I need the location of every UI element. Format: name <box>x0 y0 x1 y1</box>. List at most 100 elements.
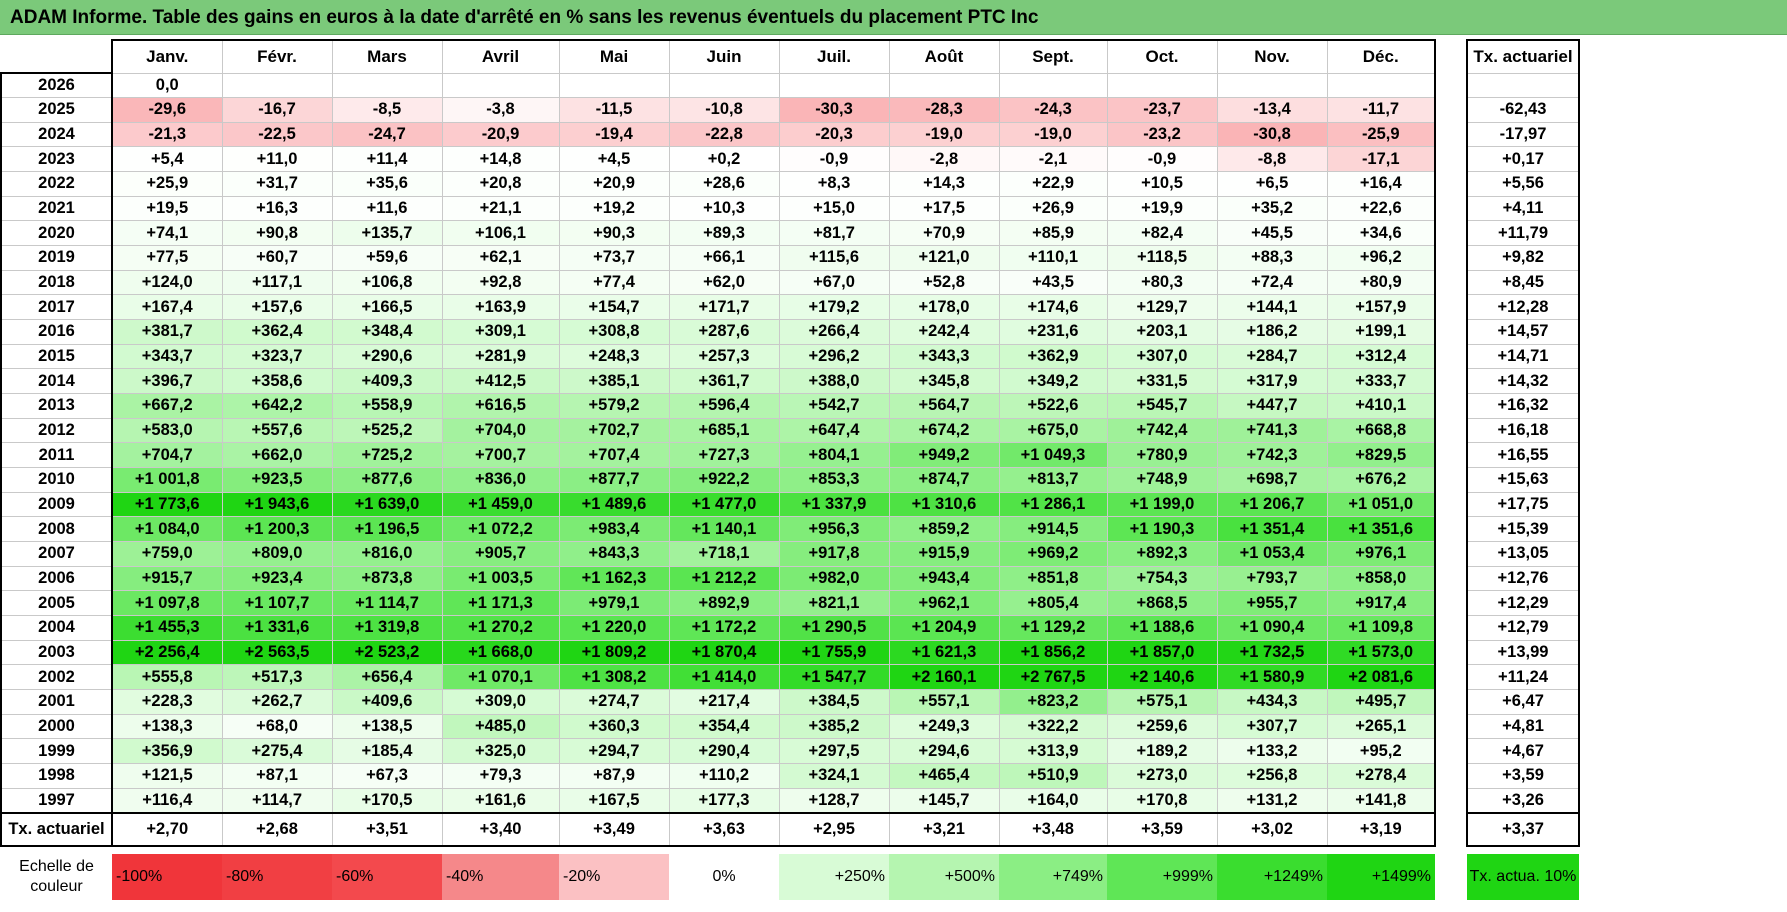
gain-cell: +164,0 <box>998 787 1108 814</box>
legend-label: Echelle de couleur <box>19 857 94 895</box>
column-gap <box>1435 171 1467 197</box>
gain-cell: +1 072,2 <box>441 516 560 542</box>
gain-cell: +858,0 <box>1326 565 1436 592</box>
gain-cell: +545,7 <box>1106 393 1218 419</box>
gain-cell: +85,9 <box>998 220 1108 247</box>
gain-cell: +14,8 <box>441 146 560 173</box>
gain-cell: +1 212,2 <box>668 565 780 592</box>
table-row: 2002 +555,8 +517,3 +656,4 +1 070,1 +1 308,2 +1… <box>0 664 1580 690</box>
gain-cell: +265,1 <box>1326 713 1436 740</box>
legend-swatch: -80% <box>222 853 332 900</box>
gain-cell: +1 053,4 <box>1216 540 1328 567</box>
legend-swatch: +250% <box>779 853 889 900</box>
gain-cell: +1 051,0 <box>1326 491 1436 518</box>
gain-cell: +307,0 <box>1106 343 1218 370</box>
gain-cell: +851,8 <box>998 565 1108 592</box>
column-gap <box>1435 788 1467 813</box>
gain-cell <box>1106 72 1218 99</box>
gain-cell: +278,4 <box>1326 762 1436 789</box>
gain-cell: +343,3 <box>888 343 1000 370</box>
legend-swatch: -20% <box>559 853 669 900</box>
gain-cell: -22,8 <box>668 121 780 148</box>
actuarial-cell: +15,63 <box>1466 467 1580 493</box>
gain-cell <box>888 72 1000 99</box>
gain-cell: +976,1 <box>1326 540 1436 567</box>
legend-swatch: 0% <box>669 853 779 900</box>
gain-cell: +955,7 <box>1216 590 1328 616</box>
summary-cell: +3,48 <box>998 812 1108 847</box>
table-row: 2026 0,0 <box>0 72 1580 99</box>
gain-cell: +35,2 <box>1216 195 1328 222</box>
gain-cell: +923,5 <box>221 467 333 493</box>
gain-cell: +217,4 <box>668 688 780 715</box>
table-row: 2019 +77,5 +60,7 +59,6 +62,1 +73,7 +66,1 +115,6… <box>0 245 1580 271</box>
gain-cell: +1 310,6 <box>888 491 1000 518</box>
table-row: 2010 +1 001,8 +923,5 +877,6 +836,0 +877,7 +922… <box>0 467 1580 493</box>
gain-cell: +141,8 <box>1326 787 1436 814</box>
gain-cell: +79,3 <box>441 762 560 789</box>
gain-cell: +68,0 <box>221 713 333 740</box>
actuarial-cell: +13,05 <box>1466 540 1580 567</box>
gain-cell: +77,5 <box>111 245 223 271</box>
gain-cell: +662,0 <box>221 442 333 468</box>
gain-cell: +106,1 <box>441 220 560 247</box>
gain-cell: +647,4 <box>778 417 890 444</box>
gain-cell: +1 199,0 <box>1106 491 1218 518</box>
gain-cell: +956,3 <box>778 516 890 542</box>
gain-cell: +1 668,0 <box>441 639 560 666</box>
gain-cell: +6,5 <box>1216 171 1328 197</box>
year-cell: 2014 <box>0 368 113 395</box>
gain-cell: +1 870,4 <box>668 639 780 666</box>
actuarial-cell: -17,97 <box>1466 121 1580 148</box>
gain-cell: +616,5 <box>441 393 560 419</box>
actuarial-cell: +16,32 <box>1466 393 1580 419</box>
table-row: 1997 +116,4 +114,7 +170,5 +161,6 +167,5 +177,3… <box>0 787 1580 814</box>
gain-cell: +90,3 <box>558 220 670 247</box>
gain-cell: +1 337,9 <box>778 491 890 518</box>
gain-cell: +92,8 <box>441 269 560 296</box>
gain-cell: +45,5 <box>1216 220 1328 247</box>
gain-cell: +700,7 <box>441 442 560 468</box>
gain-cell: +17,5 <box>888 195 1000 222</box>
gain-cell: +1 290,5 <box>778 614 890 641</box>
month-header: Mars <box>331 39 443 74</box>
actuarial-cell: +3,59 <box>1466 762 1580 789</box>
year-cell: 2006 <box>0 565 113 592</box>
gain-cell: +943,4 <box>888 565 1000 592</box>
gain-cell: +465,4 <box>888 762 1000 789</box>
column-gap <box>1435 40 1467 73</box>
gain-cell: +10,5 <box>1106 171 1218 197</box>
summary-cell: +3,59 <box>1106 812 1218 847</box>
gain-cell: +1 204,9 <box>888 614 1000 641</box>
gain-cell: +829,5 <box>1326 442 1436 468</box>
gain-cell: +1 573,0 <box>1326 639 1436 666</box>
actuarial-cell: +16,18 <box>1466 417 1580 444</box>
gain-cell: +793,7 <box>1216 565 1328 592</box>
column-gap <box>1435 516 1467 542</box>
summary-cell: +3,02 <box>1216 812 1328 847</box>
gain-cell: +1 200,3 <box>221 516 333 542</box>
gain-cell: +1 773,6 <box>111 491 223 518</box>
gain-cell: +495,7 <box>1326 688 1436 715</box>
gain-cell: +754,3 <box>1106 565 1218 592</box>
gain-cell: +290,4 <box>668 738 780 764</box>
column-gap <box>1435 664 1467 690</box>
gain-cell: +656,4 <box>331 664 443 690</box>
actuarial-cell: +9,82 <box>1466 245 1580 271</box>
gain-cell: +356,9 <box>111 738 223 764</box>
gain-cell: -0,9 <box>778 146 890 173</box>
gain-cell: -28,3 <box>888 97 1000 123</box>
gain-cell: -29,6 <box>111 97 223 123</box>
gains-table: Janv. Févr. Mars Avril Mai Juin Juil. Août Sept.… <box>0 39 1580 900</box>
gain-cell: -13,4 <box>1216 97 1328 123</box>
gain-cell: +22,9 <box>998 171 1108 197</box>
gain-cell: +25,9 <box>111 171 223 197</box>
summary-cell: +2,70 <box>111 812 223 847</box>
gain-cell: +1 331,6 <box>221 614 333 641</box>
spacer-row <box>1 846 1579 854</box>
gain-cell: +95,2 <box>1326 738 1436 764</box>
gain-cell: +1 856,2 <box>998 639 1108 666</box>
gain-cell: +349,2 <box>998 368 1108 395</box>
year-cell: 2009 <box>0 491 113 518</box>
column-gap <box>1435 196 1467 221</box>
